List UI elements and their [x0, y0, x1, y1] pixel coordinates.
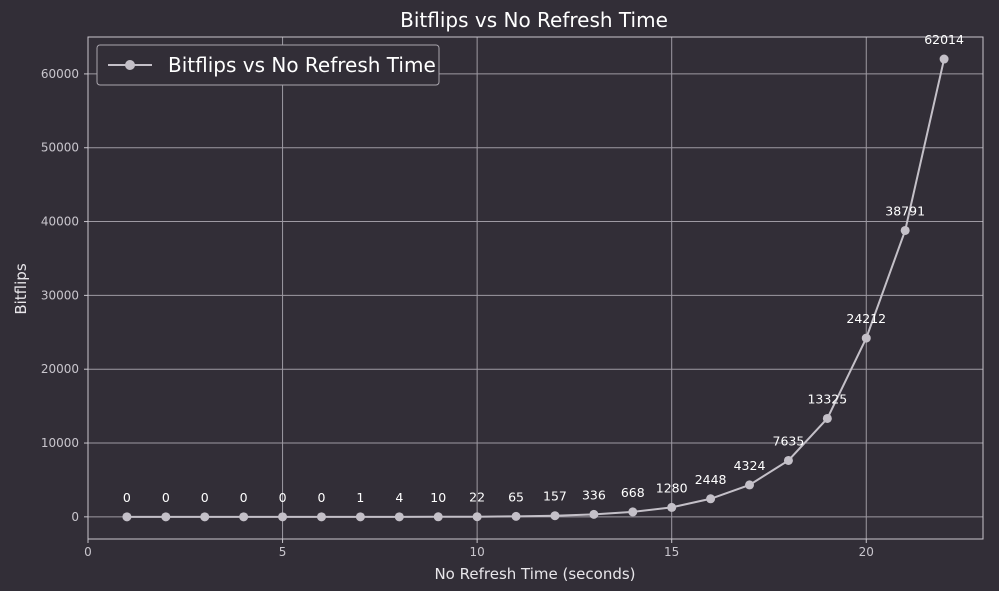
- data-point: [822, 413, 832, 423]
- data-point: [589, 509, 599, 519]
- y-tick-label: 0: [71, 510, 79, 524]
- legend-box: [96, 44, 440, 86]
- grid-lines: [87, 37, 983, 539]
- data-point: [200, 512, 210, 522]
- series-line: [126, 58, 946, 518]
- legend-marker-sample: [125, 60, 135, 70]
- data-label: 24212: [846, 311, 886, 326]
- data-label: 1280: [656, 480, 688, 495]
- data-point: [511, 511, 521, 521]
- data-label: 0: [201, 490, 209, 505]
- data-point: [316, 512, 326, 522]
- data-point: [706, 494, 716, 504]
- y-tick-label: 60000: [41, 67, 79, 81]
- data-label: 0: [162, 490, 170, 505]
- data-label: 336: [582, 487, 606, 502]
- data-point: [394, 512, 404, 522]
- data-label: 4324: [734, 458, 766, 473]
- data-label: 0: [123, 490, 131, 505]
- x-tick-label: 0: [84, 545, 92, 559]
- data-point: [667, 502, 677, 512]
- legend: Bitflips vs No Refresh Time: [96, 44, 440, 86]
- data-label: 668: [621, 485, 645, 500]
- x-tick-label: 20: [859, 545, 874, 559]
- data-label: 2448: [695, 472, 727, 487]
- data-point: [861, 333, 871, 343]
- data-label: 22: [469, 490, 485, 505]
- y-axis-label: Bitflips: [12, 263, 30, 314]
- data-point: [239, 512, 249, 522]
- data-label: 1: [356, 490, 364, 505]
- data-point: [745, 480, 755, 490]
- data-point: [472, 512, 482, 522]
- y-tick-label: 10000: [41, 436, 79, 450]
- chart-title: Bitflips vs No Refresh Time: [400, 8, 668, 32]
- plot-area: 0 0 0 0 0 0 1 4 10 22 65 157 336 668 1280 2448 4324 7635 1…: [122, 32, 964, 522]
- data-label: 0: [318, 490, 326, 505]
- x-tick-label: 5: [279, 545, 287, 559]
- data-label: 0: [240, 490, 248, 505]
- data-point: [355, 512, 365, 522]
- y-tick-label: 40000: [41, 215, 79, 229]
- legend-entry-label: Bitflips vs No Refresh Time: [168, 53, 436, 77]
- data-point: [900, 225, 910, 235]
- data-point: [550, 511, 560, 521]
- y-tick-label: 30000: [41, 288, 79, 302]
- data-point: [939, 54, 949, 64]
- data-label: 7635: [773, 433, 805, 448]
- x-tick-label: 10: [469, 545, 484, 559]
- data-label: 10: [430, 490, 446, 505]
- data-label: 65: [508, 489, 524, 504]
- x-tick-label: 15: [664, 545, 679, 559]
- data-point: [628, 507, 638, 517]
- data-point: [278, 512, 288, 522]
- data-point: [122, 512, 132, 522]
- data-point: [433, 512, 443, 522]
- x-axis-label: No Refresh Time (seconds): [434, 565, 635, 583]
- data-label: 62014: [924, 32, 964, 47]
- data-label: 38791: [885, 203, 925, 218]
- data-label: 0: [279, 490, 287, 505]
- data-label: 157: [543, 489, 567, 504]
- data-label: 4: [395, 490, 403, 505]
- data-point: [783, 455, 793, 465]
- data-point: [161, 512, 171, 522]
- y-tick-label: 50000: [41, 141, 79, 155]
- data-label: 13325: [807, 391, 847, 406]
- axes: [84, 36, 984, 543]
- y-tick-label: 20000: [41, 362, 79, 376]
- plot-frame: [87, 36, 984, 540]
